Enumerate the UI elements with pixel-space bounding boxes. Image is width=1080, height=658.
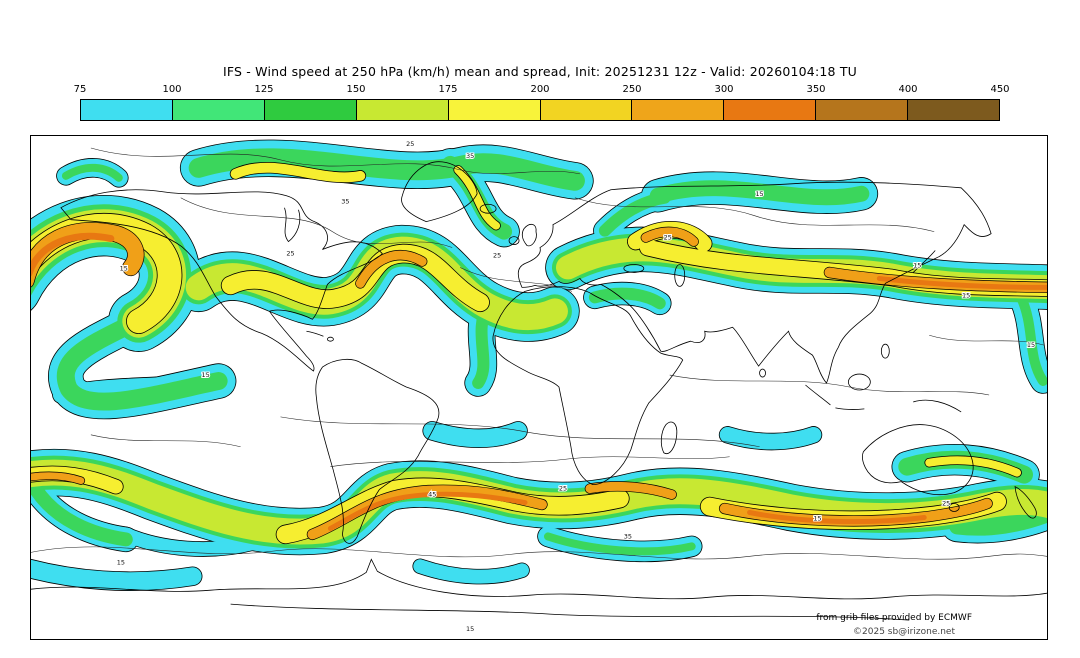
contour-label: 25	[664, 234, 672, 242]
colorbar-segment	[81, 100, 173, 120]
colorbar-segment	[448, 100, 541, 120]
contour-labels: 25 35 35 25 15 25 25 15 15 15 15 15 25 45 35 15 25 15 15	[116, 139, 1036, 634]
colorbar-segment	[632, 100, 725, 120]
colorbar-ticks: 75 100 125 150 175 200 250 300 350 400 450	[74, 84, 1010, 97]
colorbar-tick: 400	[898, 84, 918, 95]
colorbar-tick: 200	[530, 84, 550, 95]
contour-label: 15	[1027, 341, 1035, 349]
contour-label: 15	[466, 625, 474, 633]
colorbar-tick: 75	[73, 84, 87, 95]
copyright-credit: ©2025 sb@irizone.net	[853, 627, 955, 637]
colorbar-tick: 175	[438, 84, 458, 95]
colorbar-segment	[540, 100, 633, 120]
contour-label: 35	[341, 198, 349, 206]
colorbar-segment	[816, 100, 909, 120]
colorbar-tick: 150	[346, 84, 366, 95]
chart-title: IFS - Wind speed at 250 hPa (km/h) mean …	[222, 64, 858, 79]
colorbar-segment	[724, 100, 817, 120]
contour-label: 35	[624, 532, 632, 540]
wind-speed-fill-bands	[31, 158, 1047, 581]
colorbar-segment	[356, 100, 449, 120]
contour-label: 25	[559, 485, 567, 493]
colorbar-segment	[908, 100, 1000, 120]
colorbar-tick: 250	[622, 84, 642, 95]
contour-label: 15	[117, 558, 125, 566]
contour-label: 15	[120, 264, 128, 272]
contour-label: 25	[406, 140, 414, 148]
contour-label: 15	[813, 514, 821, 522]
contour-label: 15	[913, 261, 921, 269]
colorbar-tick: 100	[162, 84, 182, 95]
contour-label: 15	[962, 291, 970, 299]
colorbar-segment	[172, 100, 265, 120]
contour-label: 45	[428, 491, 436, 499]
data-source-credit: from grib files provided by ECMWF	[816, 613, 972, 623]
contour-label: 25	[493, 252, 501, 260]
colorbar-tick: 300	[714, 84, 734, 95]
contour-label: 25	[286, 250, 294, 258]
colorbar-tick: 350	[806, 84, 826, 95]
spread-contours	[31, 147, 1047, 560]
coastlines	[31, 161, 1047, 621]
colorbar-tick: 125	[254, 84, 274, 95]
contour-label: 35	[466, 152, 474, 160]
contour-label: 25	[942, 500, 950, 508]
colorbar-segment	[264, 100, 357, 120]
colorbar: 75 100 125 150 175 200 250 300 350 400 450	[74, 84, 1010, 121]
colorbar-segments	[80, 99, 1000, 121]
wind-map-svg: 25 35 35 25 15 25 25 15 15 15 15 15 25 45 35 15 25 15 15	[31, 139, 1047, 634]
contour-label: 15	[755, 190, 763, 198]
colorbar-tick: 450	[990, 84, 1010, 95]
contour-label: 15	[202, 371, 210, 379]
map: 25 35 35 25 15 25 25 15 15 15 15 15 25 45 35 15 25 15 15 f…	[30, 135, 1048, 640]
